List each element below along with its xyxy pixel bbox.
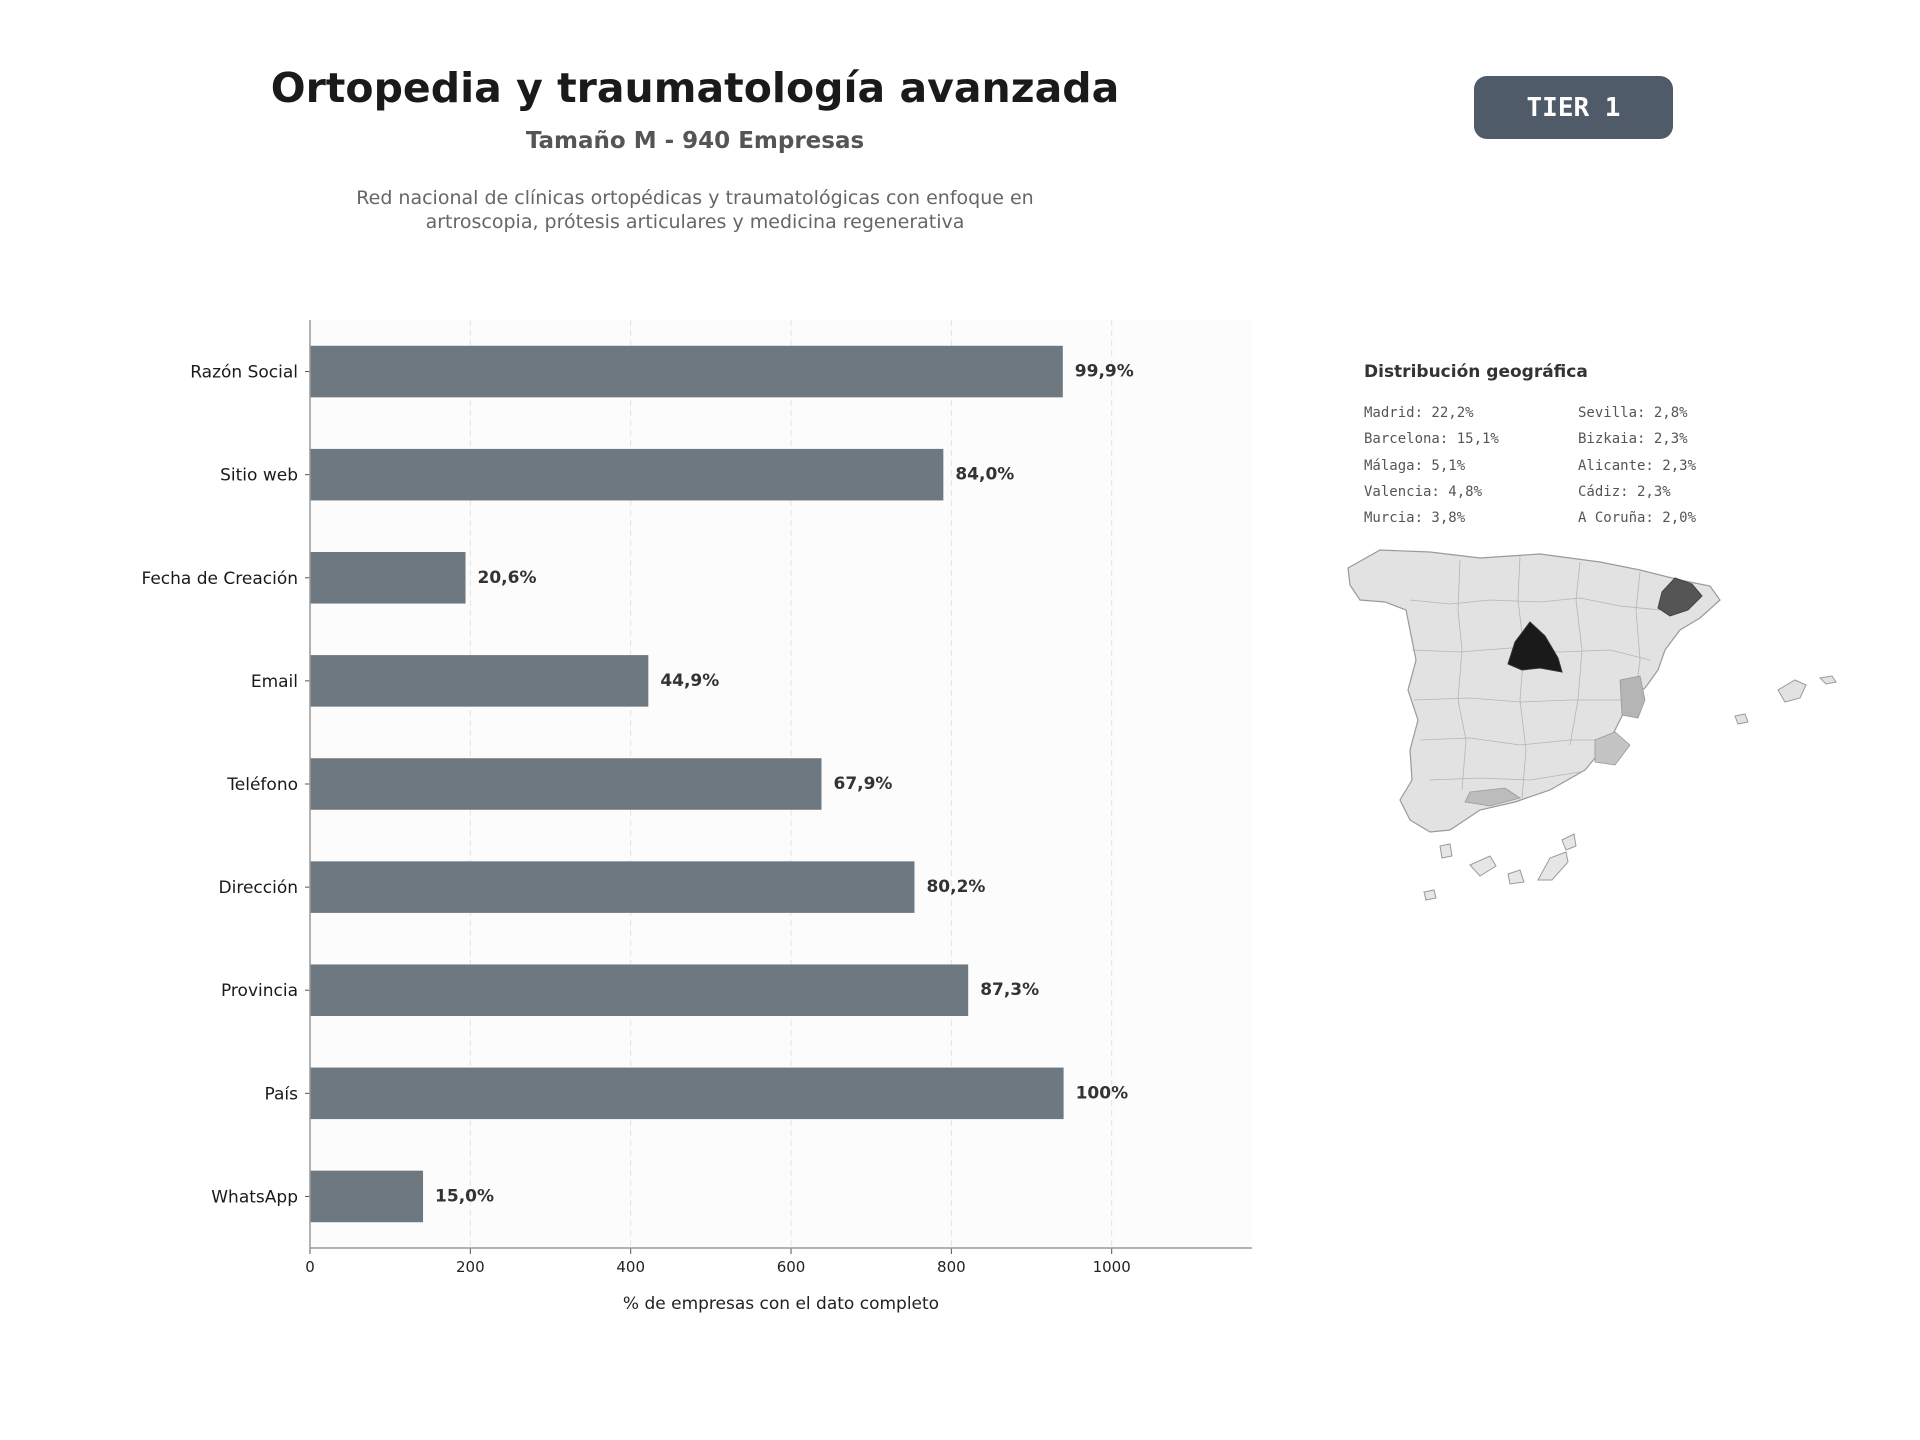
- category-label: País: [265, 1084, 299, 1104]
- page-title: Ortopedia y traumatología avanzada: [270, 64, 1120, 112]
- geo-item: Bizkaia: 2,3%: [1578, 431, 1688, 448]
- value-label: 20,6%: [478, 568, 537, 588]
- x-ticks: 0 200 400 600 800 1000: [305, 1248, 1131, 1276]
- category-label: Fecha de Creación: [141, 569, 298, 589]
- geo-item: A Coruña: 2,0%: [1578, 510, 1697, 527]
- value-label: 67,9%: [833, 774, 892, 794]
- category-label: Dirección: [219, 878, 298, 898]
- x-tick-label: 600: [777, 1258, 806, 1276]
- geo-item: Cádiz: 2,3%: [1578, 483, 1671, 500]
- category-label: Teléfono: [226, 775, 298, 795]
- bar: [310, 758, 822, 810]
- category-labels: Razón Social Sitio web Fecha de Creación Em…: [141, 363, 310, 1207]
- geo-item: Madrid: 22,2%: [1364, 405, 1474, 421]
- bar: [310, 345, 1063, 398]
- bar: [310, 552, 466, 604]
- value-label: 100%: [1076, 1083, 1129, 1103]
- geo-item: Alicante: 2,3%: [1578, 457, 1697, 474]
- x-tick-label: 800: [937, 1258, 966, 1276]
- category-label: WhatsApp: [211, 1187, 298, 1207]
- x-tick-label: 0: [305, 1258, 315, 1276]
- bars-group: [310, 345, 1064, 1223]
- category-label: Email: [251, 672, 298, 692]
- spain-map-icon: [1347, 549, 1837, 901]
- value-label: 44,9%: [660, 671, 719, 691]
- malaga-region-shape: [1464, 787, 1521, 807]
- murcia-region-shape: [1594, 731, 1631, 766]
- geo-item: Málaga: 5,1%: [1364, 457, 1466, 474]
- page-description: Red nacional de clínicas ortopédicas y t…: [250, 186, 1140, 234]
- geo-item: Murcia: 3,8%: [1364, 510, 1466, 527]
- canary-islands-shape: [1423, 833, 1577, 901]
- balearic-islands-shape: [1734, 675, 1837, 725]
- bar: [310, 448, 944, 501]
- description-line-1: Red nacional de clínicas ortopédicas y t…: [356, 187, 1034, 209]
- value-label: 80,2%: [926, 877, 985, 897]
- bar: [310, 655, 649, 707]
- page-subtitle: Tamaño M - 940 Empresas: [525, 128, 865, 154]
- madrid-region-shape: [1507, 621, 1563, 673]
- mainland-spain-shape: [1347, 549, 1721, 833]
- bar: [310, 1067, 1064, 1120]
- value-labels: 99,9% 84,0% 20,6% 44,9% 67,9% 80,2% 87,3% 100% 1…: [435, 362, 1134, 1207]
- geo-list-column-1: Madrid: 22,2% Barcelona: 15,1% Málaga: 5…: [1364, 400, 1499, 531]
- category-label: Sitio web: [220, 466, 298, 486]
- category-label: Provincia: [221, 981, 298, 1001]
- bar: [310, 964, 969, 1016]
- valencia-region-shape: [1619, 675, 1646, 719]
- value-label: 84,0%: [955, 465, 1014, 485]
- description-line-2: artroscopia, prótesis articulares y medi…: [425, 211, 965, 233]
- x-tick-label: 1000: [1093, 1258, 1131, 1276]
- value-label: 15,0%: [435, 1186, 494, 1206]
- bar: [310, 861, 915, 913]
- geo-title: Distribución geográfica: [1364, 362, 1588, 382]
- province-borders: [1409, 555, 1661, 799]
- tier-badge: TIER 1: [1474, 76, 1673, 139]
- geo-item: Barcelona: 15,1%: [1364, 431, 1499, 448]
- x-tick-label: 400: [616, 1258, 645, 1276]
- geo-item: Sevilla: 2,8%: [1578, 405, 1688, 421]
- value-label: 87,3%: [980, 980, 1039, 1000]
- geo-item: Valencia: 4,8%: [1364, 483, 1483, 500]
- barcelona-region-shape: [1657, 577, 1703, 617]
- category-label: Razón Social: [190, 363, 298, 383]
- geo-list-column-2: Sevilla: 2,8% Bizkaia: 2,3% Alicante: 2,…: [1578, 400, 1696, 531]
- x-tick-label: 200: [456, 1258, 485, 1276]
- bar: [310, 1170, 424, 1223]
- value-label: 99,9%: [1075, 362, 1134, 382]
- completeness-bar-chart: Razón Social Sitio web Fecha de Creación Em…: [141, 320, 1252, 1314]
- x-axis-label: % de empresas con el dato completo: [623, 1294, 939, 1314]
